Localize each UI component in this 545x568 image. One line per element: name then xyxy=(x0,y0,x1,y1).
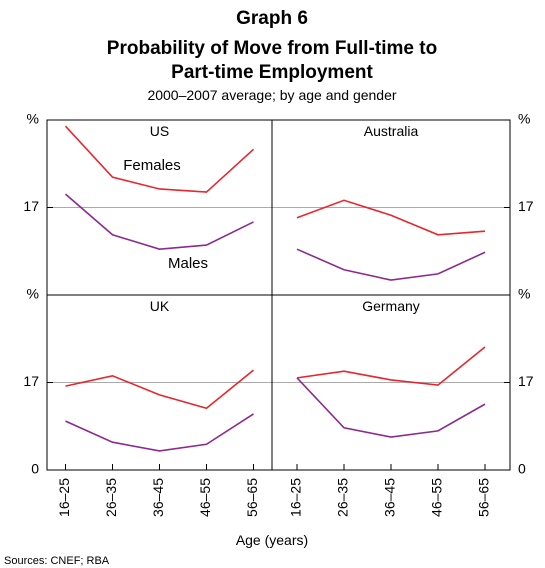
line-series xyxy=(64,193,254,251)
x-tick-label: 56–65 xyxy=(244,478,260,517)
y-tick-label: % xyxy=(518,111,530,127)
x-tick-label: 26–35 xyxy=(103,478,119,517)
line-series xyxy=(65,413,254,452)
panel-title: Australia xyxy=(364,123,419,139)
line-series xyxy=(65,369,255,410)
y-tick-label: 17 xyxy=(23,373,39,389)
x-tick-label: 16–25 xyxy=(288,478,304,517)
line-series xyxy=(296,248,486,281)
x-tick-label: 56–65 xyxy=(476,478,492,517)
x-tick-label: 36–45 xyxy=(150,478,166,517)
line-series xyxy=(296,377,486,438)
panel-title: US xyxy=(150,123,169,139)
x-tick-label: 26–35 xyxy=(335,478,351,517)
source: Sources: CNEF; RBA xyxy=(4,555,110,567)
chart-subtitle: Part-time Employment xyxy=(171,62,373,83)
panel-title: Germany xyxy=(362,298,420,314)
y-tick-label: 17 xyxy=(518,198,534,214)
line-series xyxy=(296,199,486,236)
series-label: Females xyxy=(123,157,181,174)
y-tick-label: 17 xyxy=(23,198,39,214)
y-tick-label: % xyxy=(27,111,39,127)
x-tick-label: 46–55 xyxy=(429,478,445,517)
series-label: Males xyxy=(168,255,208,272)
y-tick-label: 0 xyxy=(31,461,39,477)
y-tick-label: 0 xyxy=(518,461,526,477)
line-series xyxy=(296,346,486,386)
chart-note: 2000–2007 average; by age and gender xyxy=(147,87,396,103)
chart-title: Graph 6 xyxy=(236,8,308,29)
chart-subtitle: Probability of Move from Full-time to xyxy=(107,38,437,59)
x-tick-label: 36–45 xyxy=(382,478,398,517)
x-tick-label: 16–25 xyxy=(56,478,72,517)
panel-title: UK xyxy=(150,298,170,314)
y-tick-label: % xyxy=(518,286,530,302)
y-tick-label: % xyxy=(27,286,39,302)
line-series xyxy=(64,125,255,193)
y-tick-label: 17 xyxy=(518,373,534,389)
x-axis-label: Age (years) xyxy=(236,532,308,548)
x-tick-label: 46–55 xyxy=(197,478,213,517)
